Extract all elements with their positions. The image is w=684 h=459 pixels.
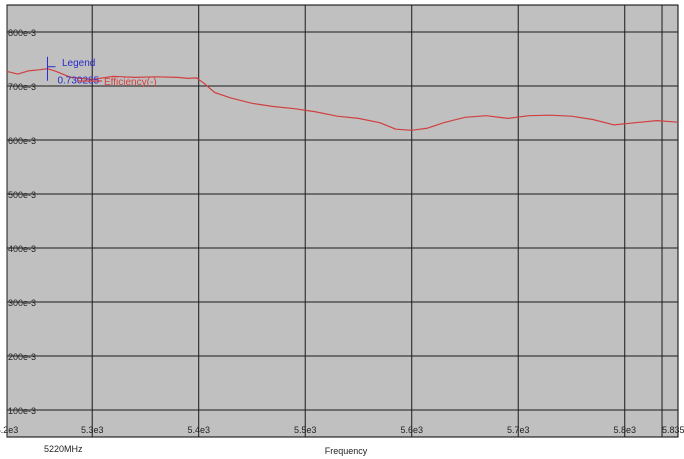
x-tick-label: 5.4e3 (187, 425, 210, 435)
y-tick-label: 700e-3 (8, 82, 36, 92)
x-axis-label: Frequency (325, 446, 368, 456)
x-tick-label: 5.8e3 (613, 425, 636, 435)
legend-entry-label: Efficiency(-) (104, 77, 157, 88)
y-gridlines (7, 31, 678, 411)
x-tick-label: 5.2e3 (0, 425, 18, 435)
y-tick-label: 800e-3 (8, 28, 36, 38)
plot-area (6, 4, 679, 438)
x-tick-label: 5.5e3 (294, 425, 317, 435)
x-tick-label: 5.3e3 (81, 425, 104, 435)
y-tick-label: 500e-3 (8, 190, 36, 200)
legend: Legend Efficiency(-) (62, 58, 157, 88)
series-line-efficiency (6, 68, 679, 131)
x-tick-label: 5.835e (662, 425, 684, 435)
y-tick-labels: 100e-3 200e-3 300e-3 400e-3 500e-3 600e-3 700e… (8, 28, 36, 416)
y-tick-label: 100e-3 (8, 406, 36, 416)
x-tick-labels: 5.2e3 5.3e3 5.4e3 5.5e3 5.6e3 5.7e3 5.8e3 5.835… (0, 425, 684, 435)
x-tick-label: 5.6e3 (400, 425, 423, 435)
x-gridlines (6, 5, 663, 437)
x-start-label: 5220MHz (44, 444, 83, 454)
series-lines (6, 68, 679, 131)
y-tick-label: 400e-3 (8, 244, 36, 254)
y-tick-label: 300e-3 (8, 298, 36, 308)
y-tick-label: 200e-3 (8, 352, 36, 362)
y-tick-label: 600e-3 (8, 136, 36, 146)
legend-title: Legend (62, 58, 95, 69)
x-tick-label: 5.7e3 (507, 425, 530, 435)
